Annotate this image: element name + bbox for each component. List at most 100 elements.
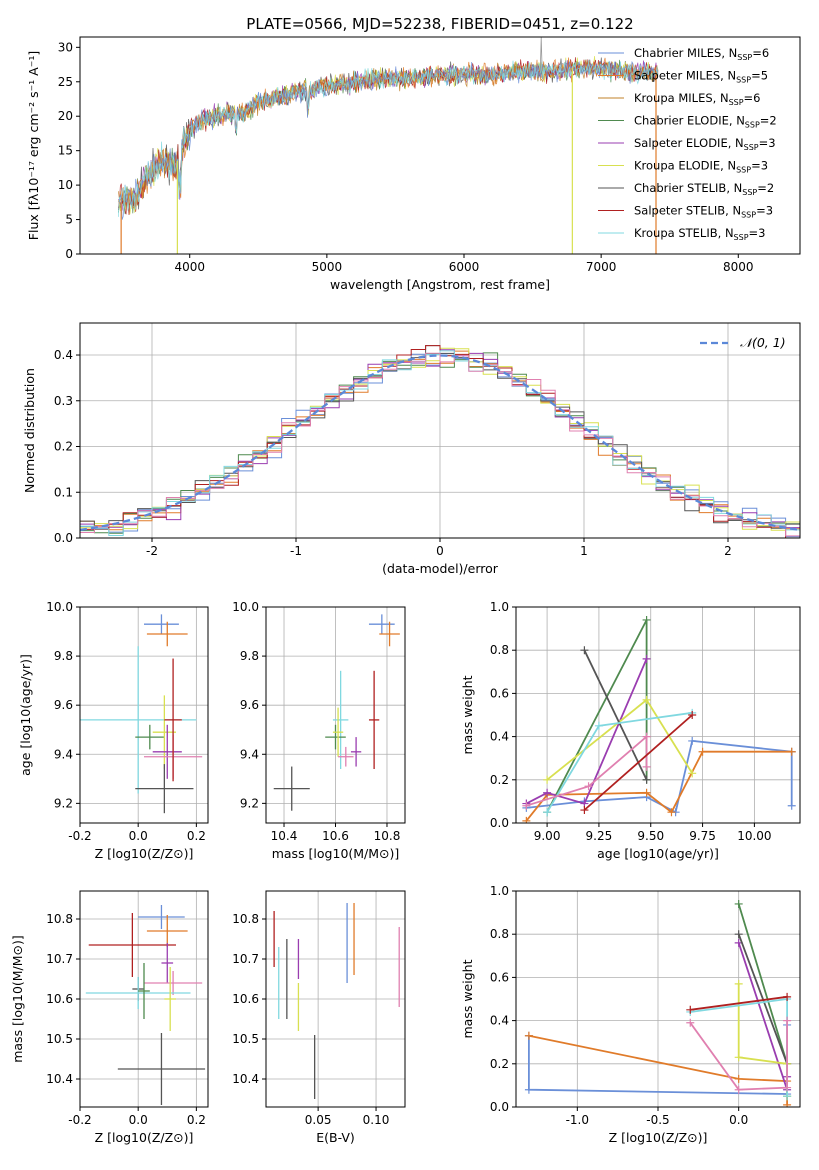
x-tick-label: -0.2 <box>68 829 91 843</box>
legend-label: Kroupa MILES, NSSP=6 <box>634 91 761 107</box>
x-axis-label: wavelength [Angstrom, rest frame] <box>330 277 550 292</box>
x-tick-label: 0.05 <box>305 1113 332 1127</box>
spectrum-line <box>118 57 659 211</box>
legend-label: Chabrier STELIB, NSSP=2 <box>634 181 774 197</box>
weight-marker <box>686 1005 695 1014</box>
y-tick-label: 10.8 <box>46 912 73 926</box>
x-axis-label: age [log10(age/yr)] <box>597 846 719 861</box>
x-tick-label: 9.25 <box>586 829 613 843</box>
panel-age-vs-mass: 10.4 10.6 10.8 9.2 9.4 9.6 9.8 10.0 mass [log10(… <box>232 600 406 861</box>
x-tick-label: -0.2 <box>68 1113 91 1127</box>
y-axis-label: age [log10(age/yr)] <box>18 654 33 776</box>
y-tick-label: 25 <box>58 75 73 89</box>
panel-residuals: -2 -1 0 1 2 0.0 0.1 0.2 0.3 0.4 (data-model)/error… <box>22 322 801 576</box>
x-axis-label: (data-model)/error <box>382 561 499 576</box>
axes-frame <box>265 606 406 824</box>
weight-marker <box>642 695 651 704</box>
y-axis-label: mass weight <box>460 959 475 1038</box>
y-tick-label: 1.0 <box>490 600 509 614</box>
x-tick-label: 8000 <box>723 260 754 274</box>
plot-area <box>118 37 659 254</box>
weight-marker <box>642 762 651 771</box>
y-tick-label: 30 <box>58 40 73 54</box>
weight-marker <box>594 721 603 730</box>
x-axis-label: mass [log10(M/M⊙)] <box>272 846 400 861</box>
x-tick-label: -1 <box>290 544 302 558</box>
x-axis-label: Z [log10(Z/Z⊙)] <box>95 1130 194 1145</box>
y-tick-label: 10.8 <box>232 912 259 926</box>
weight-marker <box>688 736 697 745</box>
legend-label: 𝒩(0, 1) <box>740 335 786 350</box>
weight-marker <box>688 711 697 719</box>
y-tick-label: 0.2 <box>54 440 73 454</box>
y-tick-label: 0.4 <box>490 730 509 744</box>
x-tick-label: 1 <box>580 544 588 558</box>
weight-marker <box>543 775 552 784</box>
y-tick-label: 9.8 <box>240 649 259 663</box>
weight-marker <box>734 1053 743 1062</box>
axes-frame <box>79 322 801 539</box>
y-tick-label: 5 <box>65 213 73 227</box>
x-tick-label: 10.4 <box>271 829 298 843</box>
y-tick-label: 10.0 <box>46 600 73 614</box>
plot-area <box>522 615 796 823</box>
x-tick-label: 9.50 <box>637 829 664 843</box>
y-tick-label: 0.2 <box>490 1057 509 1071</box>
y-tick-label: 0.6 <box>490 970 509 984</box>
x-tick-label: 0.0 <box>129 1113 148 1127</box>
y-tick-label: 0.8 <box>490 643 509 657</box>
weight-marker <box>734 1085 743 1094</box>
x-tick-label: 0.2 <box>187 829 206 843</box>
y-tick-label: 0.1 <box>54 485 73 499</box>
x-tick-label: 0.10 <box>363 1113 390 1127</box>
panel-weight-vs-Z: -1.0 -0.5 0.0 0.0 0.2 0.4 0.6 0.8 1.0 Z [log10(Z/… <box>460 884 801 1145</box>
x-tick-label: -0.5 <box>646 1113 669 1127</box>
axes-frame <box>79 606 209 824</box>
y-tick-label: 10.5 <box>46 1032 73 1046</box>
axes-frame <box>79 890 209 1108</box>
y-tick-label: 1.0 <box>490 884 509 898</box>
weight-marker <box>688 769 697 778</box>
x-tick-label: 10.6 <box>322 829 349 843</box>
weight-line <box>583 714 693 811</box>
panel-mass-vs-Z: -0.2 0.0 0.2 10.4 10.5 10.6 10.7 10.8 Z [log10(Z… <box>10 890 209 1145</box>
panel-spectrum: 4000 5000 6000 7000 8000 0 5 10 15 20 25 30 waveleng… <box>26 36 801 292</box>
y-tick-label: 9.2 <box>240 796 259 810</box>
weight-marker <box>783 992 792 1001</box>
x-tick-label: 10.00 <box>737 829 771 843</box>
panel-mass-vs-ebv: 0.05 0.10 10.4 10.5 10.6 10.7 10.8 E(B-V) <box>232 890 406 1145</box>
plot-area <box>273 903 400 1099</box>
weight-marker <box>642 654 651 663</box>
y-tick-label: 9.2 <box>54 796 73 810</box>
y-tick-label: 10.0 <box>232 600 259 614</box>
y-tick-label: 20 <box>58 109 73 123</box>
weight-marker <box>524 1031 533 1040</box>
y-tick-label: 0.8 <box>490 927 509 941</box>
y-tick-label: 9.8 <box>54 649 73 663</box>
weight-marker <box>642 615 651 624</box>
x-tick-label: 9.00 <box>534 829 561 843</box>
legend-label: Salpeter MILES, NSSP=5 <box>634 69 768 85</box>
weight-marker <box>543 788 552 797</box>
y-tick-label: 10 <box>58 178 73 192</box>
y-axis-label: mass [log10(M/M⊙)] <box>10 935 25 1063</box>
y-tick-label: 0.0 <box>490 1100 509 1114</box>
weight-marker <box>580 806 589 815</box>
x-tick-label: 0.0 <box>129 829 148 843</box>
weight-marker <box>734 930 743 939</box>
legend-label: Salpeter STELIB, NSSP=3 <box>634 204 773 220</box>
histogram-series <box>80 352 800 538</box>
y-tick-label: 10.6 <box>232 992 259 1006</box>
weight-marker <box>543 808 552 817</box>
weight-line <box>526 734 648 807</box>
weight-marker <box>584 782 593 791</box>
weight-line <box>546 698 693 781</box>
legend-label: Kroupa ELODIE, NSSP=3 <box>634 159 768 175</box>
y-tick-label: 0.6 <box>490 686 509 700</box>
weight-line <box>546 619 648 813</box>
x-tick-label: 9.75 <box>689 829 716 843</box>
y-tick-label: 10.5 <box>232 1032 259 1046</box>
x-axis-label: Z [log10(Z/Z⊙)] <box>609 1130 708 1145</box>
emission-line <box>539 37 543 72</box>
y-tick-label: 10.4 <box>232 1072 259 1086</box>
